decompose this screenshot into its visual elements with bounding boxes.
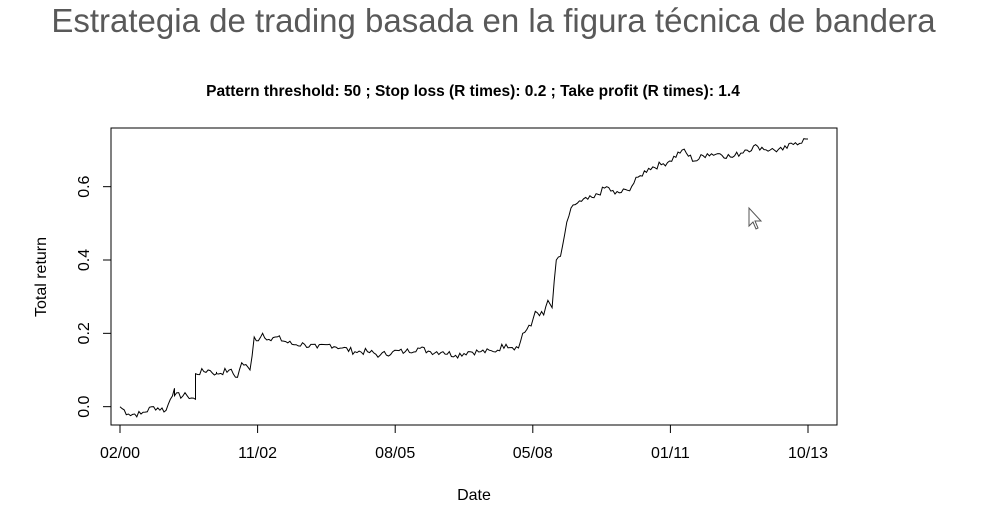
y-tick-label: 0.0 bbox=[76, 395, 93, 417]
y-tick-label: 0.2 bbox=[76, 322, 93, 344]
x-tick-label: 01/11 bbox=[651, 445, 690, 462]
slide-title: Estrategia de trading basada en la figur… bbox=[51, 2, 936, 39]
x-axis: 02/00 11/02 08/05 05/08 01/11 10/13 bbox=[100, 424, 828, 462]
x-tick-label: 11/02 bbox=[238, 445, 277, 462]
x-tick-label: 05/08 bbox=[513, 445, 553, 462]
x-axis-label: Date bbox=[457, 487, 491, 504]
mouse-cursor-icon bbox=[748, 206, 763, 230]
plot-frame bbox=[110, 127, 838, 426]
y-tick-label: 0.4 bbox=[76, 249, 93, 271]
x-tick-label: 08/05 bbox=[375, 445, 415, 462]
x-tick-label: 02/00 bbox=[100, 445, 140, 462]
x-tick-label: 10/13 bbox=[788, 445, 828, 462]
chart-title: Pattern threshold: 50 ; Stop loss (R tim… bbox=[206, 83, 740, 100]
y-tick-label: 0.6 bbox=[76, 175, 93, 197]
y-axis-label: Total return bbox=[33, 237, 50, 317]
total-return-line bbox=[119, 138, 808, 418]
y-axis: 0.0 0.2 0.4 0.6 bbox=[76, 175, 112, 418]
